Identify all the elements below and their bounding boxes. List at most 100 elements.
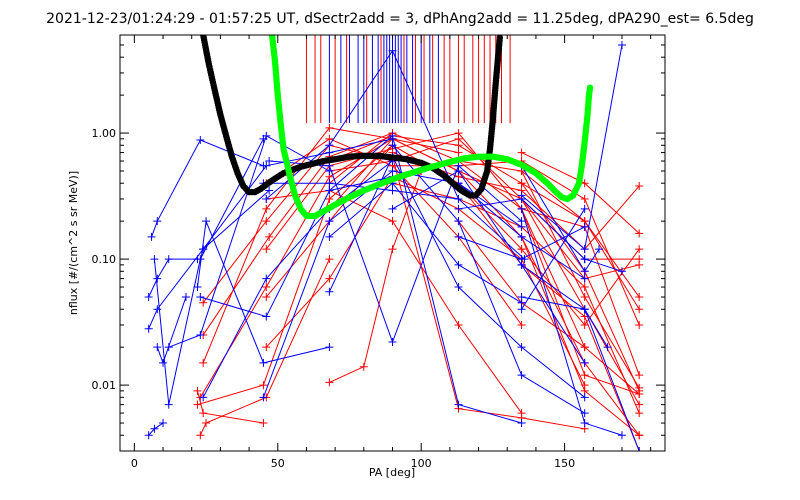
red-data-point: [635, 390, 644, 399]
red-data-point: [454, 320, 463, 329]
y-tick-label: 0.10: [92, 253, 117, 266]
blue-series: [454, 222, 589, 264]
blue-series-line: [196, 219, 330, 364]
blue-series: [325, 131, 526, 428]
red-data-point: [262, 283, 271, 292]
blue-data-point: [388, 46, 397, 55]
blue-data-point: [153, 274, 162, 283]
blue-data-point: [454, 204, 463, 213]
plot-area: [144, 35, 644, 451]
blue-data-point: [325, 148, 334, 157]
blue-data-point: [603, 343, 612, 352]
blue-data-point: [147, 232, 156, 241]
blue-data-point: [580, 305, 589, 314]
blue-series: [150, 134, 268, 409]
green-fit-curve: [268, 35, 594, 220]
blue-data-point: [199, 245, 208, 254]
blue-data-point: [262, 194, 271, 203]
red-series-line: [199, 258, 330, 436]
red-data-point: [202, 419, 211, 428]
red-series-line: [458, 220, 640, 395]
red-data-point: [196, 431, 205, 440]
blue-data-point: [181, 293, 190, 302]
blue-data-point: [517, 371, 526, 380]
blue-data-point: [196, 293, 205, 302]
red-data-point: [262, 245, 271, 254]
x-tick-label: 100: [411, 457, 432, 470]
red-data-point: [580, 371, 589, 380]
black-curve-dot: [496, 35, 504, 41]
blue-data-point: [159, 358, 168, 367]
red-data-point: [517, 320, 526, 329]
red-data-point: [580, 194, 589, 203]
red-data-point: [635, 431, 644, 440]
red-data-point: [262, 217, 271, 226]
green-curve-dot: [586, 84, 594, 91]
blue-data-point: [517, 217, 526, 226]
blue-data-point: [262, 161, 271, 170]
blue-series: [199, 157, 397, 402]
blue-series: [193, 217, 334, 367]
blue-data-point: [153, 343, 162, 352]
blue-series-line: [392, 170, 640, 451]
red-series: [193, 386, 268, 428]
blue-data-point: [150, 255, 159, 264]
blue-data-point: [454, 167, 463, 175]
blue-data-point: [193, 283, 202, 292]
red-series: [262, 186, 526, 418]
red-data-point: [193, 400, 202, 409]
blue-data-point: [580, 204, 589, 213]
blue-series: [164, 131, 334, 352]
blue-series-line: [168, 135, 330, 348]
blue-data-point: [144, 431, 153, 440]
blue-series-line: [328, 155, 585, 398]
red-series-line: [202, 132, 393, 336]
blue-data-point: [202, 217, 211, 226]
red-series: [517, 179, 644, 314]
blue-series-line: [263, 182, 459, 200]
red-series-line: [266, 190, 522, 414]
blue-data-point: [325, 217, 334, 226]
blue-data-point: [454, 400, 463, 409]
blue-data-point: [580, 393, 589, 402]
red-data-point: [635, 182, 644, 191]
blue-data-point: [517, 305, 526, 314]
blue-data-point: [454, 260, 463, 269]
x-tick-label: 150: [554, 457, 575, 470]
blue-series-line: [153, 138, 264, 405]
red-data-point: [199, 409, 208, 418]
red-series: [517, 148, 644, 238]
blue-data-point: [388, 337, 397, 346]
chart-title: 2021-12-23/01:24:29 - 01:57:25 UT, dSect…: [46, 11, 754, 27]
blue-data-point: [388, 141, 397, 150]
blue-data-point: [196, 330, 205, 339]
red-data-point: [517, 245, 526, 254]
blue-data-point: [580, 274, 589, 283]
red-data-point: [454, 148, 463, 157]
blue-series: [454, 179, 589, 283]
blue-series-line: [148, 190, 270, 329]
blue-data-point: [517, 232, 526, 241]
blue-data-point: [262, 312, 271, 321]
red-series-line: [197, 144, 393, 406]
red-data-point: [635, 293, 644, 302]
red-data-point: [265, 232, 274, 241]
black-fit-curve: [199, 35, 504, 199]
blue-data-point: [517, 260, 526, 269]
red-data-point: [259, 381, 268, 390]
blue-data-point: [454, 194, 463, 203]
red-series-line: [265, 176, 586, 386]
blue-data-point: [580, 255, 589, 264]
red-data-point: [580, 293, 589, 302]
blue-data-point: [325, 232, 334, 241]
red-data-point: [635, 320, 644, 329]
red-data-point: [580, 320, 589, 329]
blue-series: [388, 167, 644, 451]
blue-series-line: [392, 144, 585, 414]
red-data-point: [580, 343, 589, 352]
blue-series: [580, 255, 626, 276]
blue-data-point: [388, 131, 397, 140]
blue-data-point: [454, 232, 463, 241]
blue-data-point: [325, 287, 334, 296]
